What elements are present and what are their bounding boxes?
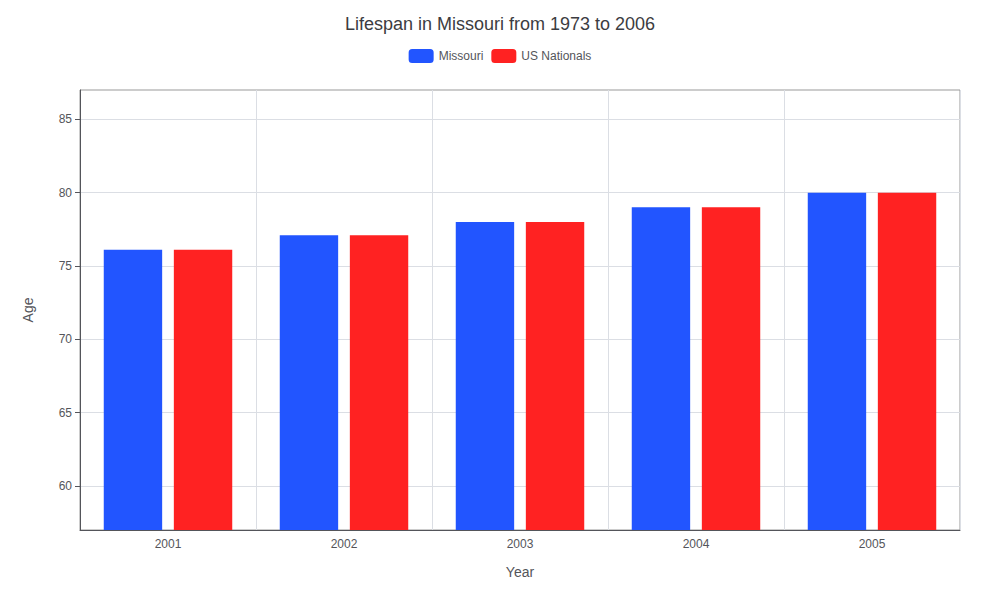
svg-text:Year: Year (506, 564, 535, 580)
svg-text:70: 70 (59, 332, 73, 346)
svg-text:2005: 2005 (859, 537, 886, 551)
svg-text:80: 80 (59, 186, 73, 200)
svg-text:2001: 2001 (155, 537, 182, 551)
svg-text:Lifespan in Missouri from 1973: Lifespan in Missouri from 1973 to 2006 (345, 14, 655, 34)
svg-text:85: 85 (59, 112, 73, 126)
svg-text:2003: 2003 (507, 537, 534, 551)
svg-text:2002: 2002 (331, 537, 358, 551)
svg-text:65: 65 (59, 406, 73, 420)
svg-text:US Nationals: US Nationals (521, 49, 591, 63)
svg-text:60: 60 (59, 479, 73, 493)
svg-text:75: 75 (59, 259, 73, 273)
svg-text:Missouri: Missouri (439, 49, 484, 63)
svg-text:Age: Age (20, 297, 36, 322)
svg-text:2004: 2004 (683, 537, 710, 551)
